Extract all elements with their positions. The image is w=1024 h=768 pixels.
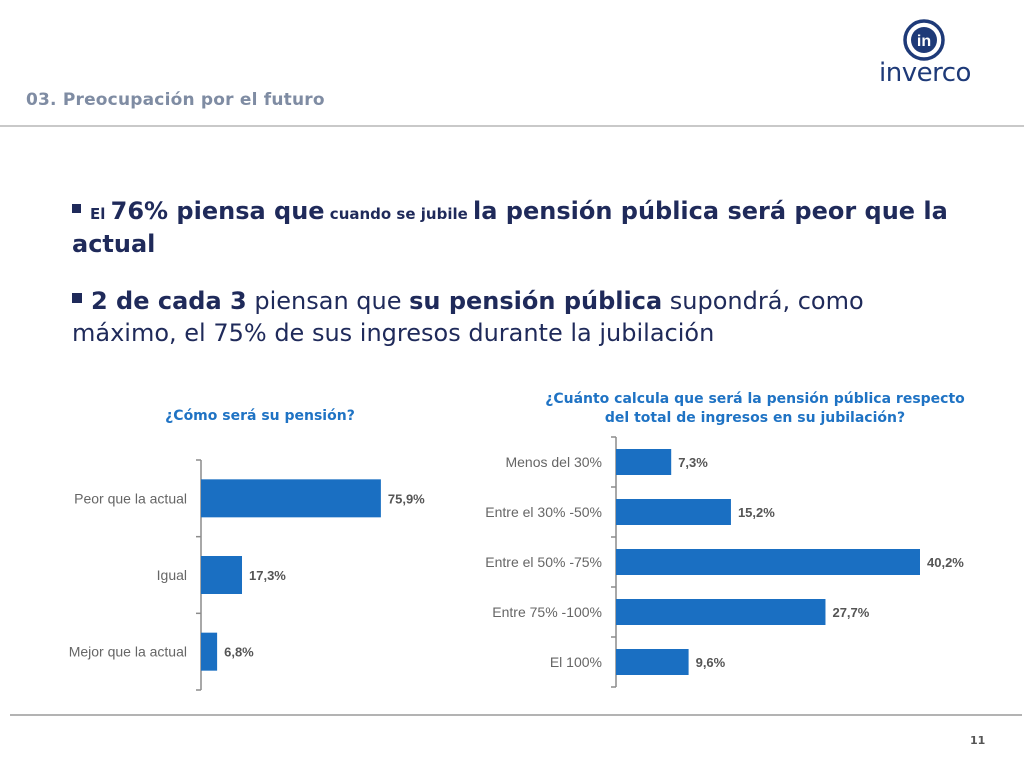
inverco-logo: in inverco	[870, 18, 980, 90]
value-label: 15,2%	[738, 505, 775, 520]
value-label: 27,7%	[832, 605, 869, 620]
category-label: Entre el 50% -75%	[485, 554, 602, 570]
category-label: El 100%	[550, 654, 602, 670]
finding-1-part-3: cuando se jubile	[324, 205, 473, 223]
logo-wordmark: inverco	[879, 58, 971, 88]
header-divider	[0, 125, 1024, 127]
bar-0	[616, 449, 672, 475]
bar-1	[616, 499, 731, 525]
chart-pension-share: Menos del 30% 7,3% Entre el 30% -50% 15,2% E…	[485, 436, 964, 688]
finding-2-part-4: supondrá, como máximo, el 75% de sus ing…	[72, 287, 864, 347]
bar-2	[201, 632, 218, 671]
value-label: 75,9%	[388, 491, 425, 506]
bar-1	[201, 556, 243, 594]
finding-1: El 76% piensa que cuando se jubile la pe…	[72, 196, 972, 259]
page-number: 11	[970, 734, 986, 747]
inverco-logo-icon: in	[903, 19, 945, 61]
finding-1-part-4: la pensión pública será peor que la actu…	[72, 197, 948, 258]
category-label: Entre el 30% -50%	[485, 504, 602, 520]
bar-3	[616, 599, 826, 625]
bullet-square-icon	[72, 203, 81, 213]
finding-1-part-2: 76% piensa que	[110, 197, 325, 225]
bullet-square-icon	[72, 293, 82, 303]
finding-2-part-1: 2 de cada 3	[91, 287, 247, 315]
category-label: Menos del 30%	[505, 454, 602, 470]
value-label: 6,8%	[224, 645, 254, 660]
chart-pension-outlook: Peor que la actual 75,9% Igual 17,3% Mejor q…	[69, 459, 425, 691]
bar-2	[616, 549, 920, 575]
bar-4	[616, 649, 689, 675]
value-label: 9,6%	[696, 655, 726, 670]
logo-mark-text: in	[917, 33, 931, 50]
chart-2-title-line-1: ¿Cuánto calcula que será la pensión públ…	[545, 391, 965, 407]
value-label: 40,2%	[927, 555, 964, 570]
chart-1-title: ¿Cómo será su pensión?	[165, 408, 355, 424]
chart-2-title: ¿Cuánto calcula que será la pensión públ…	[500, 390, 1010, 428]
category-label: Peor que la actual	[74, 490, 187, 506]
value-label: 7,3%	[678, 455, 708, 470]
category-label: Entre 75% -100%	[492, 604, 602, 620]
finding-1-part-1: El	[90, 205, 111, 223]
bar-0	[201, 479, 381, 518]
category-label: Mejor que la actual	[69, 644, 187, 660]
value-label: 17,3%	[249, 568, 286, 583]
finding-2: 2 de cada 3 piensan que su pensión públi…	[72, 285, 972, 349]
key-findings: El 76% piensa que cuando se jubile la pe…	[72, 196, 972, 349]
finding-2-part-3: su pensión pública	[409, 287, 663, 315]
chart-2-title-line-2: del total de ingresos en su jubilación?	[604, 410, 906, 426]
footer-divider	[10, 714, 1022, 716]
section-title: 03. Preocupación por el futuro	[26, 90, 325, 110]
finding-2-part-2: piensan que	[246, 287, 410, 315]
category-label: Igual	[157, 567, 187, 583]
